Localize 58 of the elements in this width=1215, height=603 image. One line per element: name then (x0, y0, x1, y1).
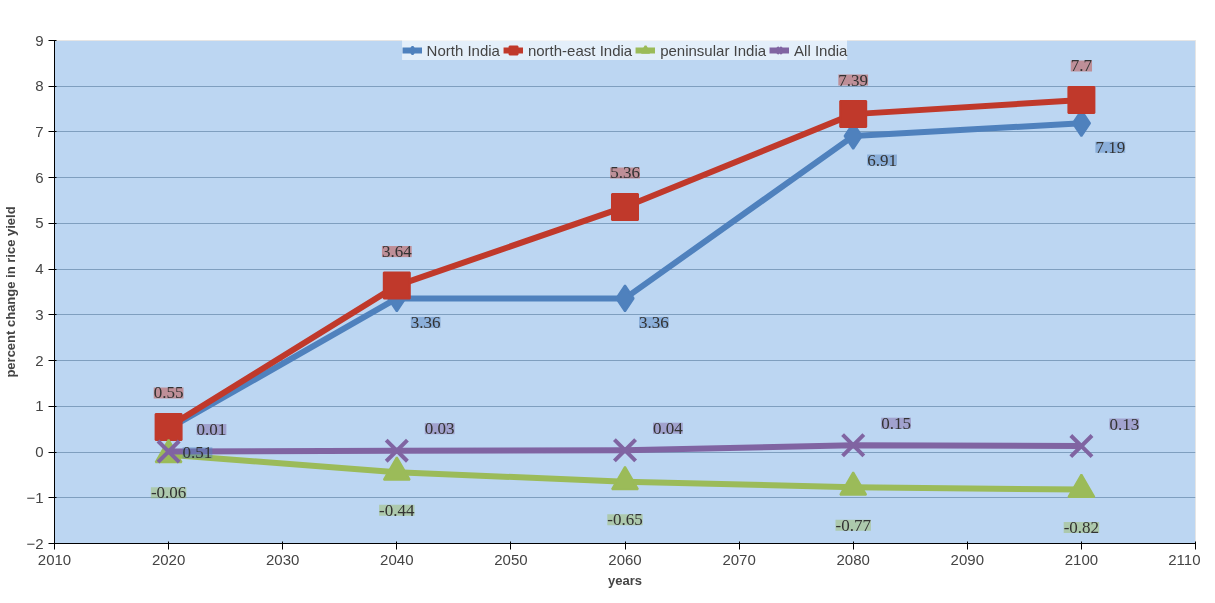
point (840, 432, 866, 458)
data-label: 7.7 (1070, 56, 1093, 76)
data-label: 0.01 (196, 420, 227, 440)
point (154, 412, 183, 441)
y-tick-label: −1 (26, 488, 44, 506)
data-label: 0.04 (653, 418, 684, 438)
x-tick-label: 2070 (722, 550, 756, 568)
x-tick-label: 2060 (608, 550, 642, 568)
data-label: 0.51 (182, 443, 213, 463)
point (384, 438, 410, 464)
legend-label: peninsular India (660, 41, 767, 59)
x-tick-label: 2080 (836, 550, 870, 568)
point (1068, 433, 1095, 459)
y-tick-label: 3 (35, 305, 44, 323)
point (382, 271, 411, 300)
data-label: -0.44 (379, 500, 416, 520)
x-tick-label: 2010 (37, 550, 72, 568)
y-tick-label: 2 (35, 351, 44, 369)
x-tick-label: 2100 (1064, 550, 1099, 568)
data-label: 3.36 (639, 312, 669, 332)
y-tick-label: 0 (35, 443, 44, 461)
y-tick-label: 7 (35, 122, 44, 140)
data-label: -0.06 (150, 483, 187, 503)
data-label: 6.91 (867, 150, 897, 170)
data-label: 3.64 (381, 242, 413, 262)
data-label: 3.36 (410, 312, 441, 332)
data-label: 5.36 (610, 163, 640, 183)
y-tick-label: 9 (35, 31, 44, 49)
data-label: 0.13 (1109, 414, 1140, 434)
point (612, 437, 638, 463)
x-tick-label: 2050 (494, 550, 528, 568)
data-label: 0.15 (881, 413, 911, 433)
data-label: -0.82 (1063, 518, 1100, 538)
data-label: -0.77 (835, 515, 872, 535)
y-tick-label: −2 (26, 534, 44, 552)
point (839, 100, 868, 129)
data-label: 0.55 (153, 383, 184, 403)
x-tick-label: 2020 (151, 550, 186, 568)
y-tick-label: 8 (35, 77, 44, 95)
legend-label: North India (426, 41, 500, 59)
data-label: 7.19 (1095, 137, 1126, 157)
y-tick-label: 1 (35, 397, 44, 415)
data-label: 7.39 (838, 70, 869, 90)
y-tick-label: 4 (35, 260, 44, 278)
x-tick-label: 2040 (380, 550, 414, 568)
x-tick-label: 2110 (1168, 550, 1201, 568)
legend-label: north-east India (527, 41, 633, 59)
y-tick-label: 6 (35, 168, 44, 186)
x-axis-title: years (608, 572, 642, 588)
point (1067, 85, 1096, 114)
data-label: 0.03 (424, 419, 455, 439)
data-label: -0.65 (607, 510, 643, 530)
point (611, 192, 639, 221)
x-tick-label: 2090 (950, 550, 984, 568)
y-tick-label: 5 (35, 214, 44, 232)
legend-label: All India (794, 41, 848, 59)
x-tick-label: 2030 (266, 550, 300, 568)
y-axis-title: percent change in rice yield (3, 206, 19, 378)
